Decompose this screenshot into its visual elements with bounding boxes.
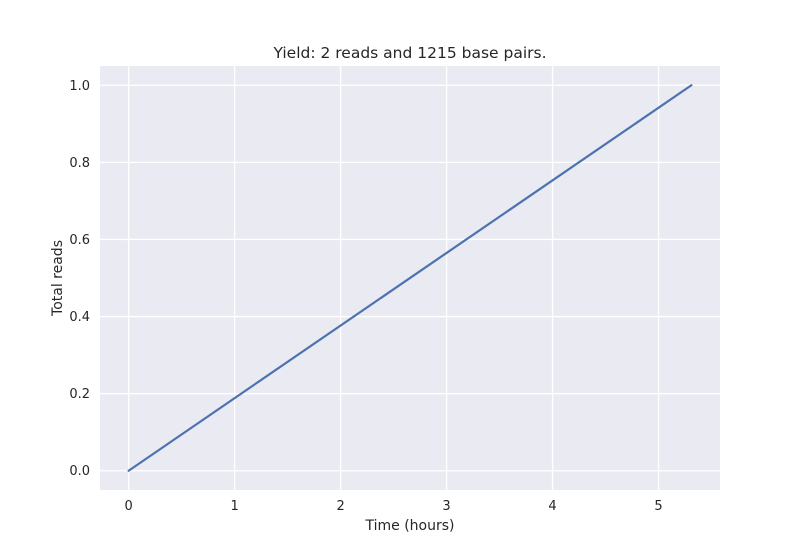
x-axis-label: Time (hours) [365,518,455,534]
x-tick-label: 3 [442,499,450,514]
x-tick-label: 4 [548,499,556,514]
y-tick-label: 0.4 [69,310,90,325]
x-tick-label: 2 [336,499,344,514]
y-axis-label: Total reads [50,240,66,317]
x-tick-label: 0 [124,499,132,514]
y-tick-label: 0.8 [69,156,90,171]
y-tick-label: 0.6 [69,233,90,248]
y-tick-label: 0.0 [69,464,90,479]
y-tick-label: 0.2 [69,387,90,402]
tick-labels: 0 1 2 3 4 5 0.0 0.2 0.4 0.6 0.8 1.0 [69,79,662,514]
series-line [127,84,693,472]
series-layer [127,84,693,472]
x-tick-label: 1 [230,499,238,514]
x-tick-label: 5 [654,499,662,514]
chart-title: Yield: 2 reads and 1215 base pairs. [272,44,546,62]
y-tick-label: 1.0 [69,79,90,94]
grid-lines [100,66,720,490]
